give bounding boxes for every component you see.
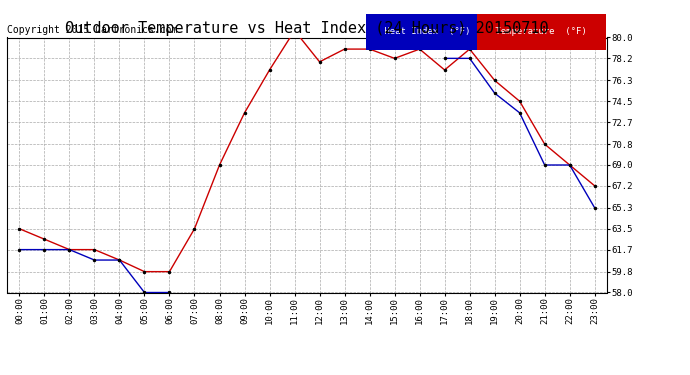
Title: Outdoor Temperature vs Heat Index (24 Hours) 20150710: Outdoor Temperature vs Heat Index (24 Ho… [66,21,549,36]
Text: Heat Index  (°F): Heat Index (°F) [379,27,476,36]
Text: Temperature  (°F): Temperature (°F) [490,27,592,36]
Text: Copyright 2015 Cartronics.com: Copyright 2015 Cartronics.com [7,25,177,35]
